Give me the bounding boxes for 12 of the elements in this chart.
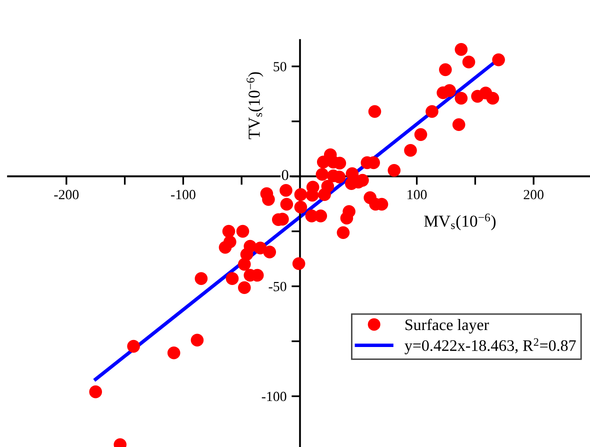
y-tick-label: 50 <box>274 62 286 72</box>
y-axis-title: TV$_{s}$(10$^{−6}$) <box>246 72 264 140</box>
x-tick-label: 200 <box>524 190 544 200</box>
y-tick-label: -100 <box>262 392 286 402</box>
x-tick-label: 100 <box>408 190 427 200</box>
x-axis-title: MV$_{s}$(10$^{−6}$) <box>424 214 496 230</box>
y-tick-label: -50 <box>268 282 286 292</box>
legend-label: y=0.422x-18.463, R$^{2}$=0.87 <box>404 338 576 354</box>
x-tick-label: -100 <box>170 190 196 200</box>
x-tick-label: -200 <box>54 190 79 200</box>
legend-label: Surface layer <box>406 318 489 334</box>
y-tick-label: 0 <box>282 170 288 180</box>
